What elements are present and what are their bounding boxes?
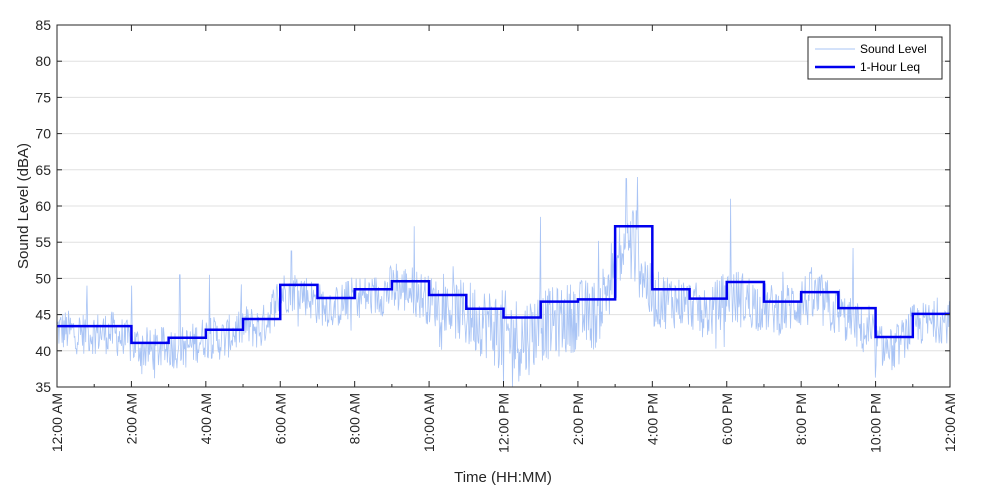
- x-axis-title: Time (HH:MM): [454, 469, 552, 486]
- x-tick-label: 10:00 AM: [421, 393, 437, 452]
- x-tick-label: 6:00 PM: [719, 393, 735, 445]
- y-tick-label: 35: [35, 379, 51, 395]
- y-tick-label: 65: [35, 162, 51, 178]
- y-tick-label: 85: [35, 17, 51, 33]
- x-tick-label: 8:00 PM: [793, 393, 809, 445]
- x-tick-label: 6:00 AM: [272, 393, 288, 444]
- x-tick-label: 8:00 AM: [347, 393, 363, 444]
- x-tick-label: 4:00 PM: [644, 393, 660, 445]
- y-tick-label: 60: [35, 198, 51, 214]
- x-tick-label: 12:00 PM: [496, 393, 512, 453]
- legend-box: [807, 36, 943, 80]
- x-tick-label: 2:00 PM: [570, 393, 586, 445]
- leq-series: [57, 225, 950, 345]
- x-tick-label: 12:00 AM: [49, 393, 65, 452]
- y-axis-title: Sound Level (dBA): [15, 143, 32, 269]
- legend: Sound Level 1-Hour Leq: [807, 36, 943, 80]
- x-tick-label: 12:00 AM: [942, 393, 958, 452]
- x-axis: 12:00 AM 2:00 AM 4:00 AM 6:00 AM 8:00 AM 10:0…: [49, 25, 958, 453]
- legend-label-leq: 1-Hour Leq: [860, 60, 920, 74]
- y-tick-label: 45: [35, 307, 51, 323]
- y-axis: 35 40 45 50 55 60 65 70 75 80 85: [35, 17, 950, 395]
- y-tick-label: 40: [35, 343, 51, 359]
- x-tick-label: 2:00 AM: [123, 393, 139, 444]
- x-tick-label: 4:00 AM: [198, 393, 214, 444]
- y-tick-label: 70: [35, 126, 51, 142]
- leq-step-line: [57, 225, 950, 345]
- x-tick-label: 10:00 PM: [868, 393, 884, 453]
- y-tick-label: 75: [35, 89, 51, 105]
- y-tick-label: 80: [35, 53, 51, 69]
- y-tick-label: 55: [35, 234, 51, 250]
- y-tick-label: 50: [35, 270, 51, 286]
- legend-label-sound-level: Sound Level: [860, 42, 927, 56]
